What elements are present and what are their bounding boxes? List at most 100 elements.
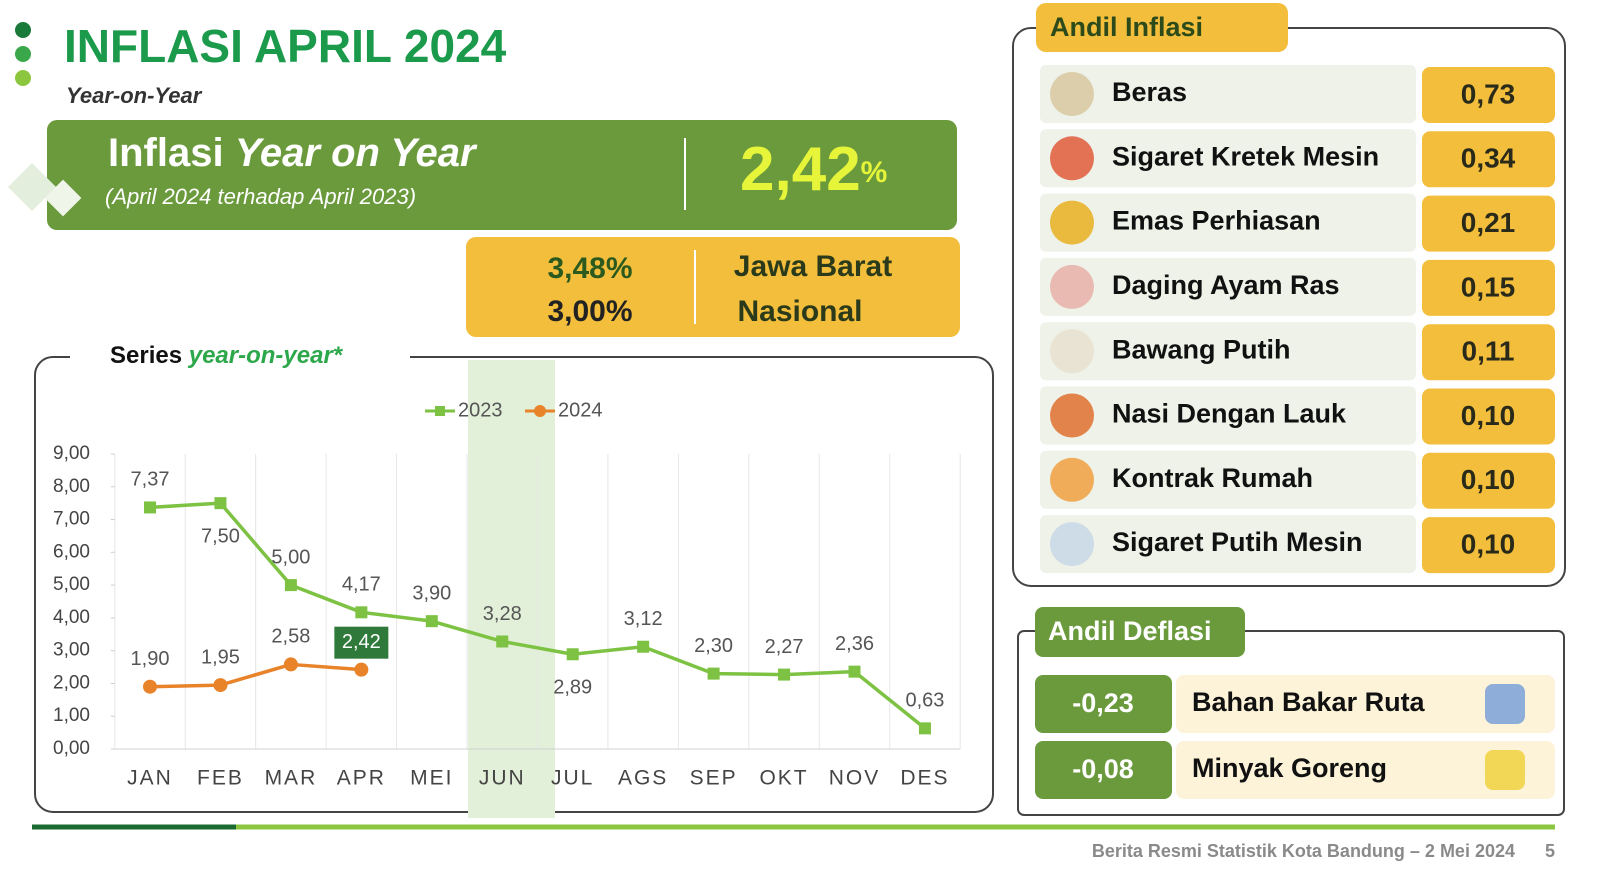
value-label: 3,28: [483, 603, 522, 625]
regional-value: 3,48%: [547, 252, 632, 285]
x-tick-label: FEB: [197, 767, 244, 790]
item-row: [1040, 515, 1416, 574]
decor: [7, 162, 57, 212]
legend-marker: [534, 405, 546, 417]
x-tick-label: OKT: [759, 767, 808, 790]
x-tick-label: APR: [337, 767, 386, 790]
y-tick-label: 4,00: [53, 607, 90, 628]
item-row: [1040, 193, 1416, 252]
item-value-box: [1422, 388, 1555, 445]
value-label: 3,90: [412, 582, 451, 604]
item-value-box: [1422, 259, 1555, 316]
item-row: [1040, 257, 1416, 316]
data-point: [144, 501, 156, 514]
data-point: [496, 635, 509, 648]
data-point: [918, 722, 931, 735]
data-point: [214, 497, 227, 510]
deflasi-title: Andil Deflasi: [1048, 616, 1212, 646]
value-label: 2,30: [694, 635, 733, 657]
page-subtitle: Year-on-Year: [66, 83, 203, 108]
data-point: [143, 679, 157, 694]
data-point: [637, 640, 650, 653]
bullet-dot: [15, 22, 31, 38]
headline-title-b: Year on Year: [235, 131, 478, 175]
x-tick-label: MAR: [265, 767, 318, 790]
item-value-box: [1422, 67, 1555, 123]
item-row: [1040, 386, 1416, 445]
headline-number: 2,42: [740, 135, 861, 204]
item-icon: [1050, 72, 1094, 116]
regional-box: [466, 237, 960, 337]
item-label: Sigaret Kretek Mesin: [1112, 141, 1379, 171]
item-value: 0,34: [1461, 143, 1516, 174]
headline-unit: %: [861, 156, 888, 189]
item-label: Beras: [1112, 77, 1187, 107]
item-icon: [1050, 457, 1094, 502]
data-point: [213, 678, 228, 693]
headline-title: Inflasi Year on Year: [108, 131, 478, 175]
item-label: Sigaret Putih Mesin: [1112, 527, 1363, 557]
data-point: [566, 648, 579, 661]
page-title: INFLASI APRIL 2024: [64, 20, 507, 72]
chart-title-a: Series: [110, 342, 182, 369]
x-tick-label: JUL: [551, 767, 594, 790]
item-icon: [1050, 136, 1094, 181]
item-icon: [1485, 684, 1525, 724]
regional-label: Jawa Barat: [734, 250, 892, 283]
value-label: 0,63: [905, 690, 944, 712]
decor: [44, 179, 82, 217]
headline-period: (April 2024 terhadap April 2023): [105, 184, 416, 209]
item-row: [1040, 450, 1416, 509]
y-tick-label: 5,00: [53, 574, 90, 595]
item-value-box: [1422, 517, 1555, 574]
item-icon: [1050, 329, 1094, 374]
regional-value: 3,00%: [547, 295, 632, 328]
headline-value: 2,42%: [740, 135, 887, 204]
value-label: 3,12: [624, 608, 663, 630]
item-value: -0,08: [1072, 754, 1134, 784]
y-tick-label: 6,00: [53, 541, 90, 562]
item-row: [1176, 741, 1555, 799]
series-line: [149, 501, 927, 730]
item-icon: [1050, 200, 1094, 245]
item-row: [1040, 129, 1416, 188]
item-value-box: [1035, 675, 1172, 733]
item-value-box: [1422, 452, 1555, 509]
item-icon: [1485, 750, 1525, 790]
value-label: 1,90: [131, 648, 170, 670]
legend-marker: [435, 406, 445, 416]
value-label: 5,00: [271, 546, 310, 568]
y-tick-label: 9,00: [53, 443, 90, 464]
bullet-dot: [15, 46, 31, 62]
headline-banner: [47, 120, 957, 230]
label-box: [334, 626, 389, 659]
item-value-box: [1422, 324, 1555, 381]
deflasi-list: -0,23 Bahan Bakar Ruta -0,08 Minyak Goreng: [1035, 675, 1555, 799]
item-label: Kontrak Rumah: [1112, 463, 1313, 493]
item-icon: [1050, 522, 1094, 567]
item-icon: [1050, 264, 1094, 309]
chart-title: Series year-on-year*: [110, 342, 344, 369]
value-label: 2,27: [765, 636, 804, 658]
item-row: [1040, 322, 1416, 381]
value-label: 2,58: [271, 626, 310, 648]
item-value: 0,15: [1461, 271, 1516, 302]
value-label: 7,37: [131, 469, 170, 491]
item-label: Bahan Bakar Ruta: [1192, 687, 1426, 717]
footer-source: Berita Resmi Statistik Kota Bandung – 2 …: [1092, 841, 1515, 861]
item-row: [1040, 65, 1416, 123]
page-number: 5: [1545, 841, 1555, 861]
y-tick-label: 1,00: [53, 705, 90, 726]
item-row: [1176, 675, 1555, 733]
inflasi-title: Andil Inflasi: [1050, 12, 1203, 42]
data-point: [778, 668, 791, 681]
legend-label: 2023: [458, 399, 503, 421]
y-tick-label: 0,00: [53, 738, 90, 759]
y-tick-label: 2,00: [53, 672, 90, 693]
y-tick-label: 7,00: [53, 509, 90, 530]
x-tick-label: DES: [900, 767, 949, 790]
chart-title-b: year-on-year*: [188, 342, 344, 369]
value-label: 7,50: [201, 525, 240, 547]
